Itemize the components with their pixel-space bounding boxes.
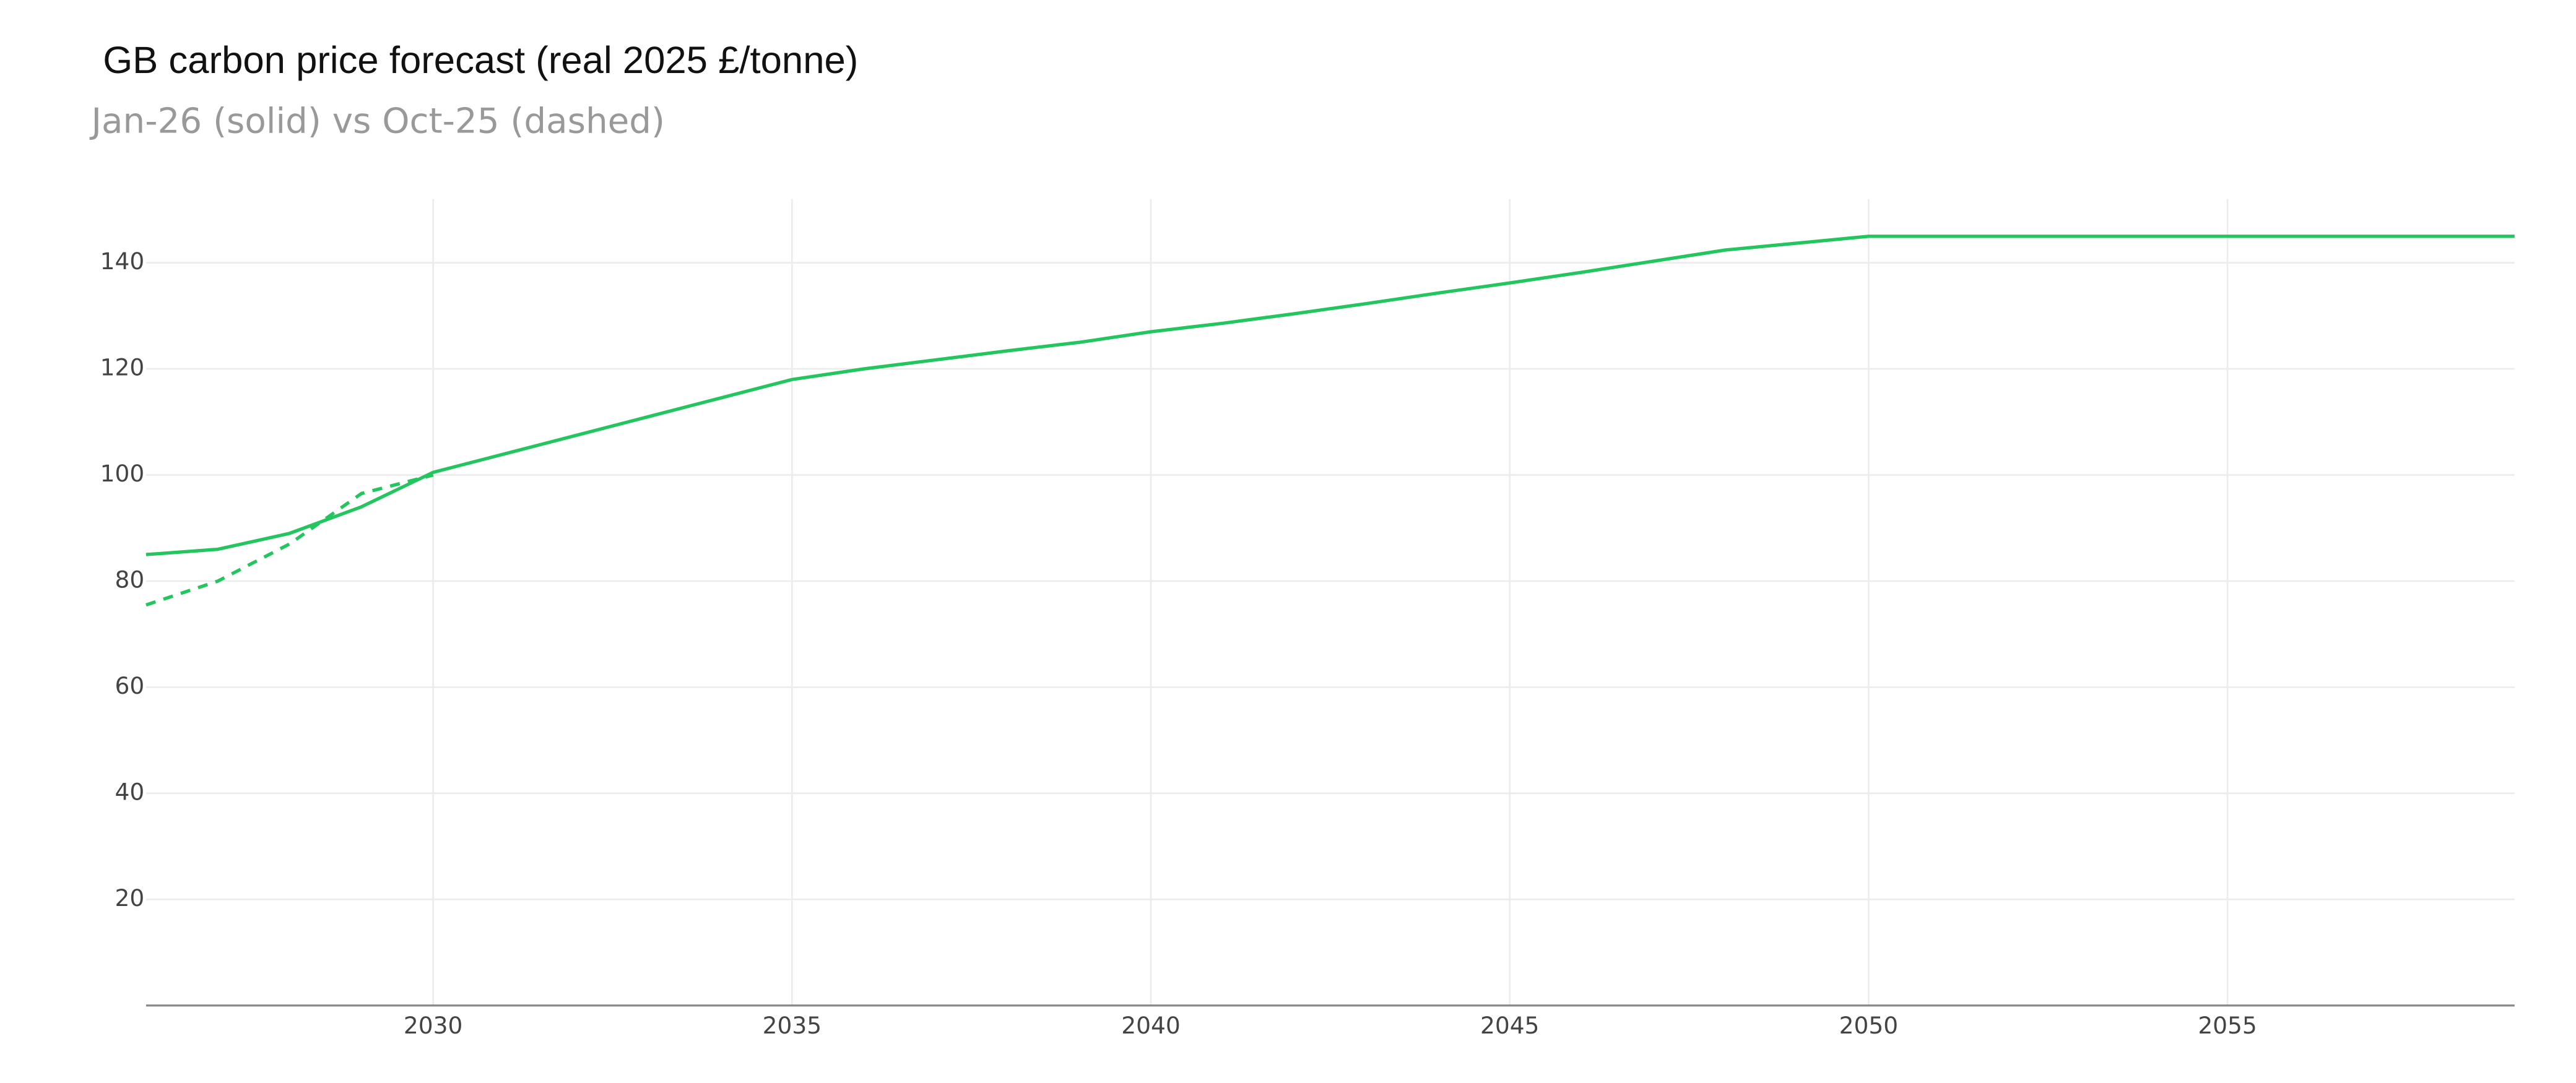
y-tick-label: 80 — [115, 566, 145, 593]
y-tick-label: 40 — [115, 778, 145, 805]
x-tick-label: 2030 — [404, 1012, 462, 1039]
y-tick-label: 120 — [100, 354, 145, 381]
x-tick-label: 2045 — [1480, 1012, 1539, 1039]
x-tick-label: 2050 — [1839, 1012, 1898, 1039]
y-tick-label: 60 — [115, 672, 145, 699]
y-tick-label: 100 — [100, 460, 145, 487]
y-tick-label: 140 — [100, 248, 145, 275]
chart-subtitle: Jan-26 (solid) vs Oct-25 (dashed) — [89, 101, 665, 142]
x-tick-label: 2035 — [763, 1012, 822, 1039]
series-line — [145, 235, 2515, 556]
chart-title: GB carbon price forecast (real 2025 £/to… — [103, 39, 858, 82]
x-tick-label: 2040 — [1121, 1012, 1180, 1039]
x-tick-label: 2055 — [2198, 1012, 2257, 1039]
y-tick-label: 20 — [115, 884, 145, 912]
